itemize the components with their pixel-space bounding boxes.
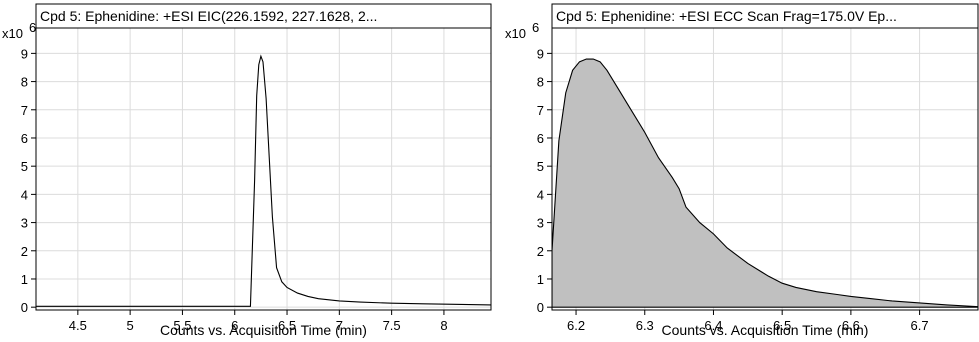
- x-tick-label: 5.5: [173, 318, 191, 333]
- x-axis-label: Counts vs. Acquisition Time (min): [160, 322, 367, 338]
- series-line: [36, 54, 491, 307]
- x-tick-label: 6.2: [567, 318, 585, 333]
- y-tick-label: 2: [21, 244, 28, 259]
- y-tick-label: 2: [537, 244, 544, 259]
- y-tick-label: 9: [537, 46, 544, 61]
- x-tick-label: 7.5: [383, 318, 401, 333]
- y-tick-label: 4: [537, 187, 544, 202]
- x-tick-label: 6.6: [842, 318, 860, 333]
- y-tick-label: 0: [21, 300, 28, 315]
- y-tick-label: 1: [21, 272, 28, 287]
- chart-title-box: [35, 3, 492, 29]
- y-multiplier-exponent: 6: [29, 20, 36, 35]
- y-tick-label: 0: [537, 300, 544, 315]
- x-tick-label: 5: [127, 318, 134, 333]
- x-tick-label: 6.4: [704, 318, 722, 333]
- x-tick-label: 7: [336, 318, 343, 333]
- y-tick-label: 6: [537, 131, 544, 146]
- x-tick-label: 6: [231, 318, 238, 333]
- y-tick-label: 7: [537, 103, 544, 118]
- chart-panel-ecc: Cpd 5: Ephenidine: +ESI ECC Scan Frag=17…: [503, 0, 979, 342]
- y-tick-label: 4: [21, 187, 28, 202]
- plot-frame: [35, 27, 492, 311]
- y-tick-label: 7: [21, 103, 28, 118]
- y-tick-label: 1: [537, 272, 544, 287]
- y-tick-label: 3: [537, 216, 544, 231]
- y-tick-label: 8: [537, 75, 544, 90]
- y-multiplier-label: x10: [2, 26, 23, 41]
- y-multiplier-label: x10: [505, 26, 526, 41]
- y-tick-label: 5: [21, 159, 28, 174]
- y-tick-label: 8: [21, 75, 28, 90]
- y-tick-label: 6: [21, 131, 28, 146]
- chart-title: Cpd 5: Ephenidine: +ESI EIC(226.1592, 22…: [40, 8, 377, 24]
- y-multiplier-exponent: 6: [532, 20, 539, 35]
- chart-panel-eic: Cpd 5: Ephenidine: +ESI EIC(226.1592, 22…: [2, 3, 492, 338]
- eic-chart: Cpd 5: Ephenidine: +ESI EIC(226.1592, 22…: [2, 3, 492, 338]
- x-axis-label: Counts vs. Acquisition Time (min): [662, 322, 869, 338]
- x-tick-label: 6.7: [911, 318, 929, 333]
- y-tick-label: 5: [537, 159, 544, 174]
- x-tick-label: 8: [440, 318, 447, 333]
- x-tick-label: 6.3: [636, 318, 654, 333]
- y-tick-label: 9: [21, 46, 28, 61]
- series-area: [552, 58, 978, 308]
- plot-frame: [551, 27, 979, 311]
- x-tick-label: 6.5: [773, 318, 791, 333]
- ecc-chart: Cpd 5: Ephenidine: +ESI ECC Scan Frag=17…: [505, 3, 979, 338]
- chart-title-box: [551, 3, 979, 29]
- chart-title: Cpd 5: Ephenidine: +ESI ECC Scan Frag=17…: [556, 8, 897, 24]
- x-tick-label: 4.5: [69, 318, 87, 333]
- x-tick-label: 6.5: [278, 318, 296, 333]
- y-tick-label: 3: [21, 216, 28, 231]
